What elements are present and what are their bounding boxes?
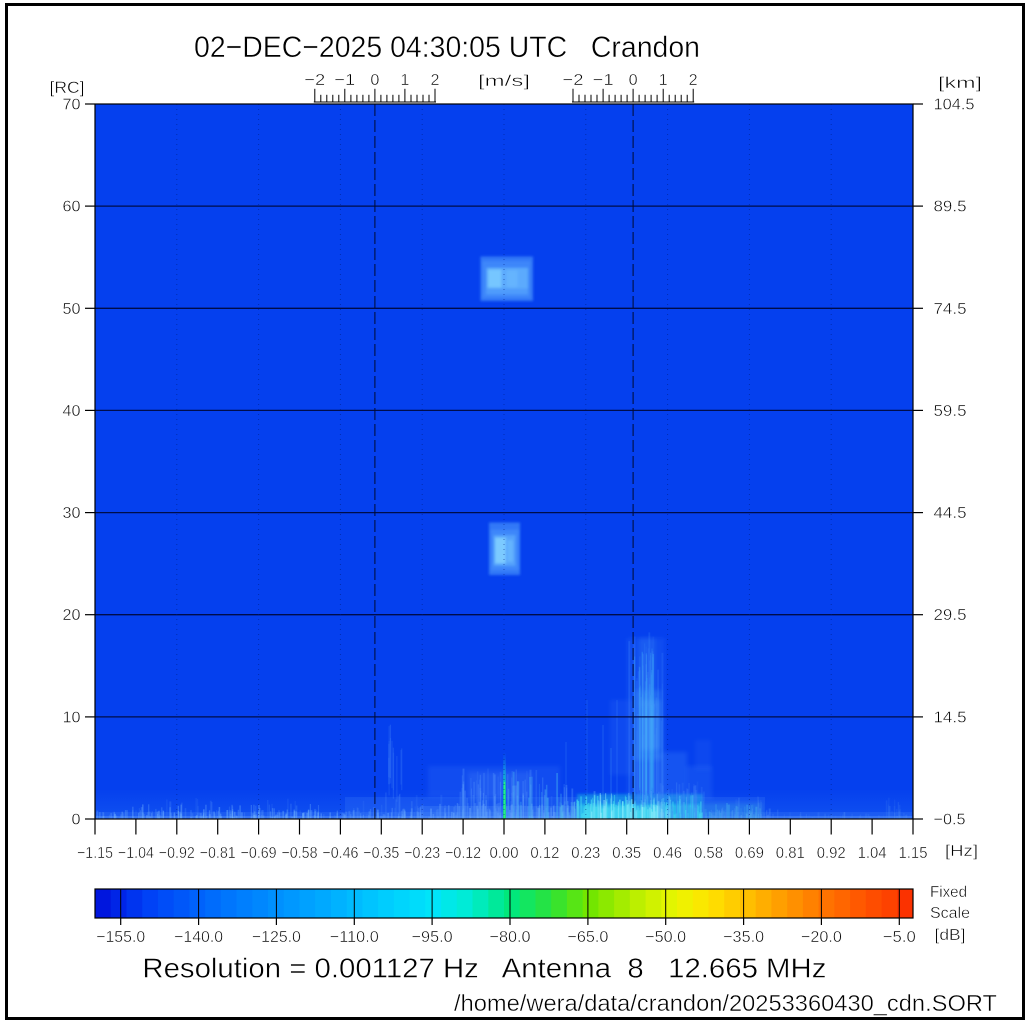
svg-text:0: 0 bbox=[629, 72, 638, 89]
svg-text:[RC]: [RC] bbox=[50, 78, 85, 97]
svg-text:[km]: [km] bbox=[938, 75, 982, 92]
svg-text:89.5: 89.5 bbox=[934, 199, 967, 216]
svg-text:−140.0: −140.0 bbox=[174, 929, 223, 946]
svg-text:−125.0: −125.0 bbox=[252, 929, 301, 946]
svg-text:1.15: 1.15 bbox=[899, 845, 928, 862]
svg-text:/home/wera/data/crandon/202533: /home/wera/data/crandon/20253360430_cdn.… bbox=[454, 990, 997, 1016]
svg-text:Fixed: Fixed bbox=[930, 884, 967, 901]
svg-text:−0.5: −0.5 bbox=[934, 812, 966, 829]
svg-text:−1: −1 bbox=[593, 72, 614, 89]
svg-text:−155.0: −155.0 bbox=[96, 929, 145, 946]
svg-text:−1.04: −1.04 bbox=[118, 845, 154, 862]
svg-text:Scale: Scale bbox=[930, 905, 970, 922]
svg-text:2: 2 bbox=[431, 72, 440, 89]
svg-text:−0.81: −0.81 bbox=[200, 845, 236, 862]
svg-text:0.00: 0.00 bbox=[490, 845, 519, 862]
svg-text:104.5: 104.5 bbox=[934, 97, 975, 114]
svg-text:−2: −2 bbox=[304, 72, 325, 89]
svg-text:1.04: 1.04 bbox=[858, 845, 887, 862]
svg-text:[Hz]: [Hz] bbox=[945, 843, 978, 860]
svg-text:[dB]: [dB] bbox=[935, 927, 966, 944]
svg-text:0.35: 0.35 bbox=[612, 845, 641, 862]
svg-text:0.23: 0.23 bbox=[571, 845, 600, 862]
svg-text:20: 20 bbox=[63, 607, 81, 624]
svg-text:70: 70 bbox=[63, 97, 81, 114]
svg-text:0: 0 bbox=[370, 72, 379, 89]
svg-text:0.81: 0.81 bbox=[776, 845, 805, 862]
svg-text:−0.69: −0.69 bbox=[241, 845, 277, 862]
svg-text:[m/s]: [m/s] bbox=[478, 73, 530, 90]
svg-text:74.5: 74.5 bbox=[934, 301, 967, 318]
svg-text:−35.0: −35.0 bbox=[723, 929, 764, 946]
svg-text:−50.0: −50.0 bbox=[645, 929, 686, 946]
svg-text:−0.23: −0.23 bbox=[404, 845, 440, 862]
svg-text:1: 1 bbox=[659, 72, 668, 89]
svg-text:0: 0 bbox=[72, 812, 81, 829]
svg-text:−1: −1 bbox=[334, 72, 355, 89]
svg-text:−0.92: −0.92 bbox=[159, 845, 195, 862]
svg-text:02−DEC−2025 04:30:05 UTC Cra: 02−DEC−2025 04:30:05 UTC Crandon bbox=[194, 31, 700, 64]
svg-text:0.92: 0.92 bbox=[817, 845, 846, 862]
svg-text:0.12: 0.12 bbox=[530, 845, 559, 862]
svg-text:60: 60 bbox=[63, 199, 81, 216]
svg-text:−0.46: −0.46 bbox=[322, 845, 358, 862]
svg-text:−80.0: −80.0 bbox=[490, 929, 531, 946]
svg-text:−0.12: −0.12 bbox=[445, 845, 481, 862]
svg-text:0.58: 0.58 bbox=[694, 845, 723, 862]
svg-text:−2: −2 bbox=[563, 72, 584, 89]
svg-text:Resolution = 0.001127 Hz Ant: Resolution = 0.001127 Hz Antenna 8 12.66… bbox=[142, 953, 826, 984]
svg-text:1: 1 bbox=[400, 72, 409, 89]
svg-text:−1.15: −1.15 bbox=[77, 845, 113, 862]
svg-text:14.5: 14.5 bbox=[934, 709, 967, 726]
svg-text:50: 50 bbox=[63, 301, 81, 318]
svg-text:−0.58: −0.58 bbox=[282, 845, 318, 862]
svg-text:−110.0: −110.0 bbox=[330, 929, 379, 946]
svg-text:30: 30 bbox=[63, 505, 81, 522]
svg-text:10: 10 bbox=[63, 709, 81, 726]
svg-text:59.5: 59.5 bbox=[934, 403, 967, 420]
svg-text:2: 2 bbox=[689, 72, 698, 89]
svg-text:44.5: 44.5 bbox=[934, 505, 967, 522]
svg-text:40: 40 bbox=[63, 403, 81, 420]
svg-text:−65.0: −65.0 bbox=[567, 929, 608, 946]
svg-text:0.46: 0.46 bbox=[653, 845, 682, 862]
svg-text:−5.0: −5.0 bbox=[883, 929, 916, 946]
svg-text:29.5: 29.5 bbox=[934, 607, 967, 624]
svg-text:−0.35: −0.35 bbox=[363, 845, 399, 862]
svg-text:0.69: 0.69 bbox=[735, 845, 764, 862]
svg-text:−20.0: −20.0 bbox=[801, 929, 842, 946]
svg-text:−95.0: −95.0 bbox=[412, 929, 453, 946]
